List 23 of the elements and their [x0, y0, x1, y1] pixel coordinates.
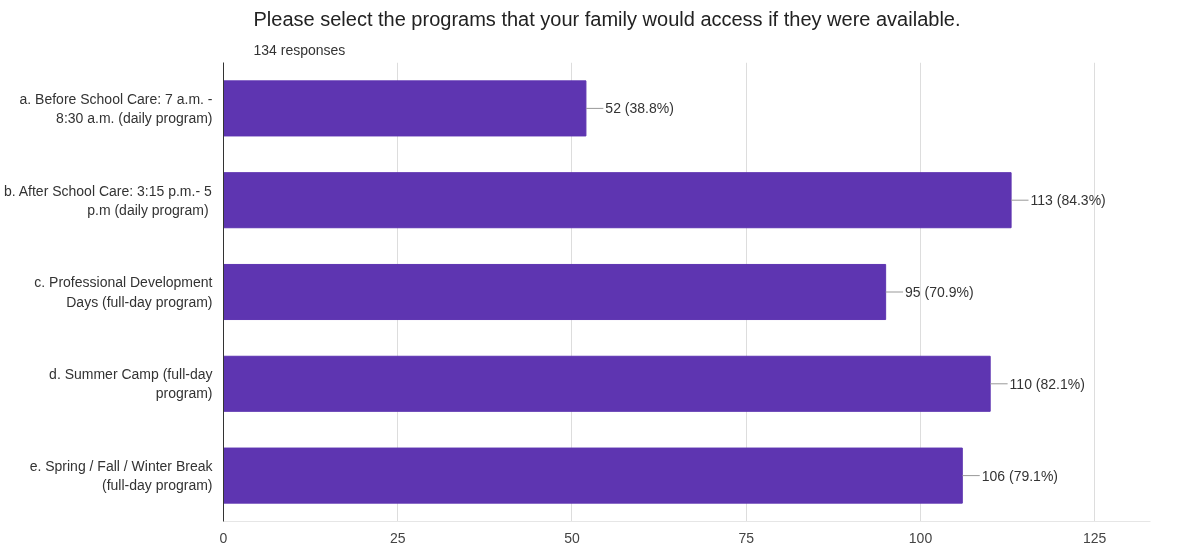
- data-label: 52 (38.8%): [605, 100, 674, 117]
- bar: [223, 447, 963, 504]
- chart-title: Please select the programs that your family would access if they were available.: [253, 7, 961, 30]
- bar: [223, 172, 1012, 229]
- x-tick-label: 100: [908, 529, 933, 546]
- y-tick-label: d. Summer Camp (full-day program): [49, 366, 213, 402]
- x-tick-label: 125: [1083, 529, 1107, 546]
- data-label: 95 (70.9%): [905, 284, 974, 300]
- bar: [223, 355, 991, 412]
- x-tick-label: 0: [219, 529, 228, 546]
- y-tick-label: e. Spring / Fall / Winter Break (full-day program): [29, 458, 214, 494]
- x-tick-label: 50: [564, 529, 580, 546]
- y-tick-label: b. After School Care: 3:15 p.m.- 5 p.m (daily program): [3, 182, 212, 218]
- bar: [223, 263, 887, 321]
- y-tick-label: a. Before School Care: 7 a.m. - 8:30 a.m. (daily program): [19, 90, 213, 126]
- chart-subtitle: 134 responses: [253, 41, 346, 58]
- y-tick-label: c. Professional Development Days (full-day program): [34, 274, 213, 310]
- data-label: 113 (84.3%): [1030, 192, 1106, 209]
- x-tick-label: 25: [389, 529, 406, 546]
- bar: [223, 80, 587, 137]
- data-label: 110 (82.1%): [1009, 375, 1085, 392]
- data-label: 106 (79.1%): [981, 467, 1059, 484]
- x-tick-label: 75: [738, 529, 755, 546]
